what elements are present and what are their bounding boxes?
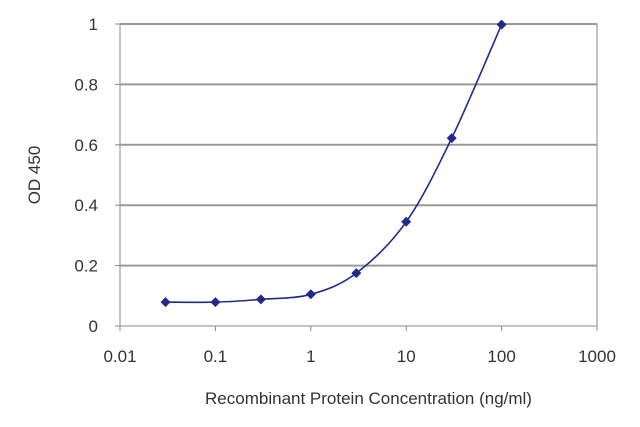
data-point — [160, 297, 171, 308]
x-tick-label: 0.01 — [103, 347, 136, 366]
data-point — [401, 216, 412, 227]
x-tick-label: 1000 — [578, 347, 616, 366]
x-tick-label: 1 — [306, 347, 315, 366]
x-axis: 0.01 0.1 1 10 100 1000 — [103, 326, 616, 366]
data-point — [496, 19, 507, 30]
y-tick-label: 0.2 — [74, 257, 98, 276]
data-point — [446, 133, 457, 144]
y-tick-label: 0 — [89, 317, 98, 336]
y-axis: 0 0.2 0.4 0.6 0.8 1 — [74, 15, 120, 336]
y-axis-title: OD 450 — [25, 146, 44, 205]
grid-lines — [120, 23, 597, 267]
data-points — [160, 19, 507, 308]
y-tick-label: 0.8 — [74, 75, 98, 94]
data-point — [305, 289, 316, 300]
y-tick-label: 1 — [89, 15, 98, 34]
y-tick-label: 0.6 — [74, 136, 98, 155]
y-tick-label: 0.4 — [74, 196, 98, 215]
plot-area — [119, 23, 598, 327]
x-tick-label: 100 — [487, 347, 515, 366]
x-tick-label: 10 — [397, 347, 416, 366]
x-axis-title: Recombinant Protein Concentration (ng/ml… — [205, 389, 532, 408]
data-point — [351, 268, 362, 279]
data-point — [255, 294, 266, 305]
x-tick-label: 0.1 — [204, 347, 228, 366]
data-point — [210, 297, 221, 308]
